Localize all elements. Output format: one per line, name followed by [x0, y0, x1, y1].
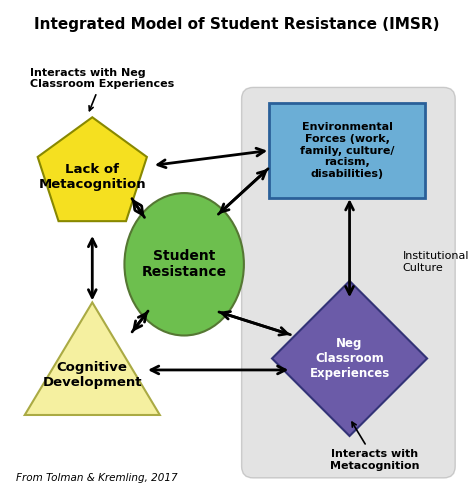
Text: Lack of
Metacognition: Lack of Metacognition: [38, 163, 146, 191]
Text: From Tolman & Kremling, 2017: From Tolman & Kremling, 2017: [17, 473, 178, 483]
FancyBboxPatch shape: [242, 87, 455, 478]
Text: Environmental
Forces (work,
family, culture/
racism,
disabilities): Environmental Forces (work, family, cult…: [300, 123, 394, 179]
Text: Interacts with
Metacognition: Interacts with Metacognition: [330, 422, 419, 471]
Polygon shape: [272, 281, 427, 436]
Text: Student
Resistance: Student Resistance: [142, 249, 227, 280]
Text: Integrated Model of Student Resistance (IMSR): Integrated Model of Student Resistance (…: [34, 17, 440, 32]
Polygon shape: [37, 117, 147, 221]
Ellipse shape: [125, 193, 244, 335]
Text: Interacts with Neg
Classroom Experiences: Interacts with Neg Classroom Experiences: [30, 68, 174, 111]
Polygon shape: [25, 302, 160, 415]
Text: Neg
Classroom
Experiences: Neg Classroom Experiences: [310, 337, 390, 380]
Text: Institutional
Culture: Institutional Culture: [402, 251, 469, 273]
Text: Cognitive
Development: Cognitive Development: [43, 361, 142, 389]
FancyBboxPatch shape: [269, 103, 425, 198]
